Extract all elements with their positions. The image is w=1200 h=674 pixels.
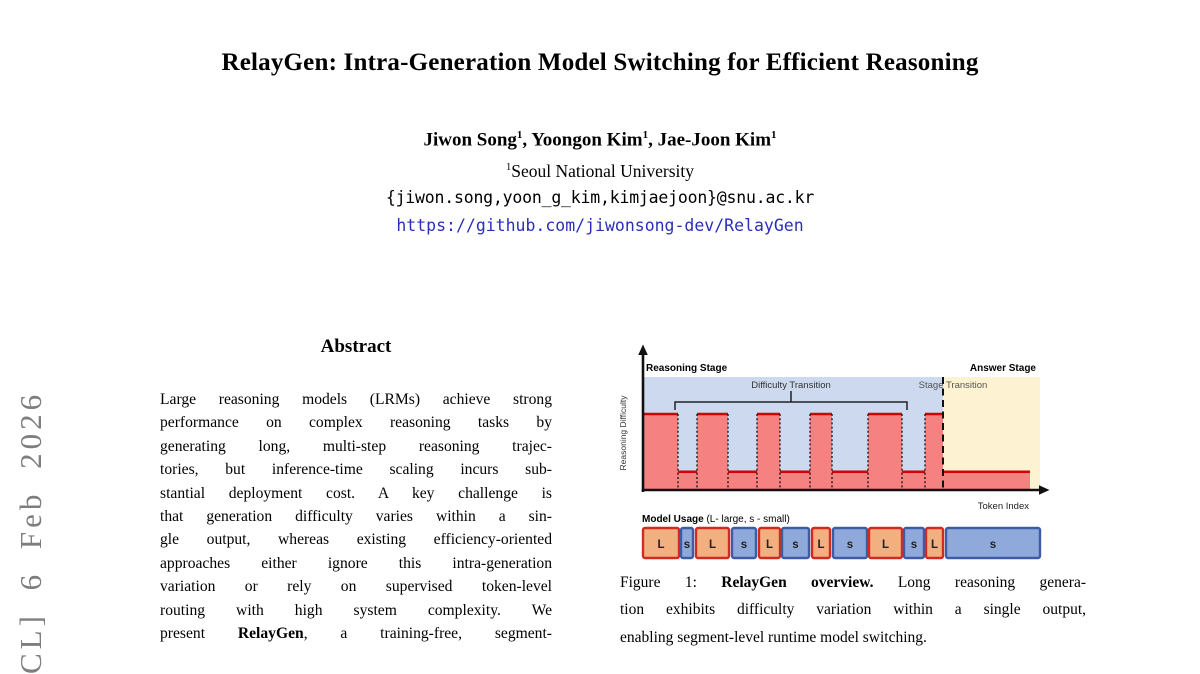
abstract-line: stantial deployment cost. A key challeng… [160,484,552,502]
answer-stage-label: Answer Stage [970,363,1037,374]
model-block-letter: L [657,539,664,551]
caption-text: Long reasoning genera- [873,574,1086,591]
figure1: Reasoning Stage Answer Stage Difficulty … [620,340,1050,562]
difficulty-transition-bracket [674,391,908,410]
figure1-caption: Figure 1: RelayGen overview. Long reason… [620,569,1086,651]
model-block-letter: L [882,539,889,551]
model-usage-label-legend: (L- large, s - small) [704,514,790,525]
small-model-block [902,526,926,560]
x-axis-arrow-icon [1039,485,1050,495]
abstract-line: that generation difficulty varies within… [160,508,552,526]
author-superscript: 1 [516,129,523,141]
x-axis-label: Token Index [978,501,1029,512]
large-model-block [810,526,832,560]
email-line: {jiwon.song,yoon_g_kim,kimjaejoon}@snu.a… [385,188,815,207]
author-superscript: 1 [771,129,777,141]
model-usage-label-bold: Model Usage [642,514,704,525]
affiliation-line: 1Seoul National University [0,161,1200,182]
small-model-block [831,526,869,560]
abstract-line: Large reasoning models (LRMs) achieve st… [160,391,552,408]
reasoning-stage-label: Reasoning Stage [646,363,728,374]
caption-text: Figure 1: [620,574,722,591]
abstract-line: gle output, whereas existing efficiency-… [160,531,552,549]
model-block-letter: L [931,539,938,551]
author-name: Jiwon Song [423,129,517,151]
model-block-letter: s [684,539,690,551]
caption-line: Figure 1: RelayGen overview. Long reason… [620,569,1086,596]
author-name: Jae-Joon Kim [657,129,772,151]
abstract-line: routing with high system complexity. We [160,601,552,619]
model-block-letter: L [766,539,773,551]
stage-transition-label: Stage Transition [919,380,988,391]
caption-bold: RelayGen overview. [721,574,874,591]
authors-line: Jiwon Song1, Yoongon Kim1, Jae-Joon Kim1 [423,129,777,151]
abstract-line: variation or rely on supervised token-le… [160,578,552,596]
difficulty-transition-label: Difficulty Transition [751,380,831,391]
model-block-letter: s [792,539,798,551]
small-model-block [730,526,758,560]
small-model-block [679,526,695,560]
author-superscript: 1 [642,129,649,141]
model-block-letter: s [911,539,917,551]
large-model-block [757,526,782,560]
figure1-chart: Reasoning Stage Answer Stage Difficulty … [620,344,1050,560]
large-model-block [867,526,904,560]
abstract-line-cut: present RelayGen, a training-free, segme… [160,622,552,645]
abstract-body: Large reasoning models (LRMs) achieve st… [160,388,552,645]
arxiv-watermark: CL] 6 Feb 2026 [13,390,48,674]
abstract-text: present [160,625,238,643]
affiliation-name: Seoul National University [511,161,694,181]
abstract-line: approaches either ignore this intra-gene… [160,554,552,572]
model-block-letter: s [741,539,747,551]
small-model-block [944,526,1042,560]
small-model-block [780,526,811,560]
caption-line: enabling segment-level runtime model swi… [620,628,927,646]
affiliation-superscript: 1 [505,162,512,174]
abstract-text: , a training-free, segment- [303,625,552,643]
repo-url-line: https://github.com/jiwonsong-dev/RelayGe… [0,216,1200,235]
page-title: RelayGen: Intra-Generation Model Switchi… [221,49,979,76]
author-name: Yoongon Kim [531,129,643,151]
abstract-line: tories, but inference-time scaling incur… [160,461,552,479]
model-block-letter: s [990,539,996,551]
large-model-block [694,526,731,560]
difficulty-step-area [643,412,1030,490]
abstract-line: generating long, multi-step reasoning tr… [160,437,552,455]
large-model-block [641,526,681,560]
y-axis-arrow-icon [638,344,648,355]
abstract-heading: Abstract [320,336,392,357]
model-block-letter: L [709,539,716,551]
caption-line: tion exhibits difficulty variation withi… [620,601,1086,619]
model-block-letter: s [847,539,853,551]
transition-lines [677,414,926,490]
relaygen-bold: RelayGen [237,625,304,643]
difficulty-area [643,414,1030,490]
repo-url-link[interactable]: https://github.com/jiwonsong-dev/RelayGe… [396,216,804,235]
y-axis-label: Reasoning Difficulty [620,395,628,471]
model-block-letter: L [817,539,824,551]
abstract-line: performance on complex reasoning tasks b… [160,414,552,432]
large-model-block [924,526,945,560]
model-usage-label: Model Usage (L- large, s - small) [642,514,790,525]
